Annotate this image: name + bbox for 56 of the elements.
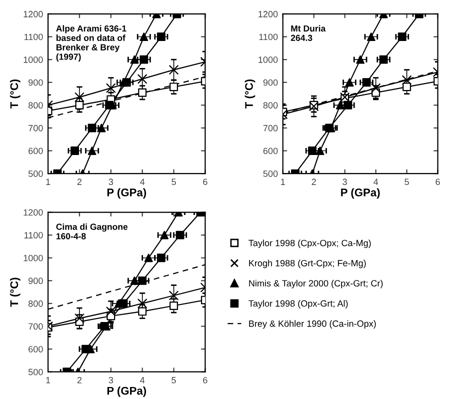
- text: Mt Duria 264.3: [290, 25, 326, 41]
- text: Alpe Arami 636-1 based on data of Brenker & Brey (1997): [56, 25, 126, 62]
- legend-label: Krogh 1988 (Grt-Cpx; Fe-Mg): [249, 260, 366, 268]
- y-tick-label: 900: [28, 278, 43, 284]
- legend-label: Taylor 1998 (Opx-Grt; Al): [248, 300, 348, 308]
- x-tick-label: 5: [172, 377, 176, 384]
- y-tick-label: 1100: [24, 34, 43, 40]
- legend-label: Brey & Köhler 1990 (Ca-in-Opx): [249, 320, 376, 329]
- x-tick-label: 3: [108, 376, 114, 384]
- y-tick-label: 1100: [259, 34, 278, 40]
- y-tick-label: 500: [28, 368, 43, 376]
- legend-label: Taylor 1998 (Cpx-Opx; Ca-Mg): [248, 240, 371, 248]
- y-tick-label: 1000: [24, 56, 43, 63]
- y-tick-label: 1000: [258, 56, 278, 63]
- y-tick-label: 700: [263, 124, 278, 132]
- x-tick-label: 1: [281, 178, 285, 185]
- y-tick-label: 800: [28, 300, 43, 307]
- x-axis-title: P (GPa): [107, 386, 146, 397]
- x-tick-label: 5: [404, 178, 409, 186]
- y-axis-title: T (°C): [10, 278, 20, 307]
- x-tick-label: 2: [77, 178, 82, 185]
- y-tick-label: 900: [263, 79, 278, 86]
- y-tick-label: 700: [28, 124, 43, 132]
- y-tick-label: 1200: [24, 10, 43, 18]
- x-tick-label: 4: [140, 178, 145, 185]
- text: Cima di Gagnone 160-4-8: [56, 223, 128, 240]
- x-axis-title: P (GPa): [107, 188, 146, 199]
- x-tick-label: 1: [46, 178, 50, 185]
- y-axis-title: T (°C): [244, 79, 256, 109]
- x-tick-label: 6: [203, 376, 208, 384]
- y-tick-label: 600: [28, 148, 43, 154]
- x-tick-label: 4: [374, 178, 378, 185]
- x-tick-label: 4: [140, 377, 145, 384]
- y-tick-label: 800: [263, 102, 278, 109]
- y-tick-label: 900: [28, 79, 43, 86]
- y-tick-label: 600: [28, 346, 43, 352]
- y-tick-label: 700: [28, 323, 43, 330]
- y-tick-label: 600: [263, 148, 278, 154]
- y-tick-label: 1200: [24, 209, 43, 216]
- y-tick-label: 500: [263, 170, 278, 177]
- x-tick-label: 6: [436, 178, 440, 186]
- y-tick-label: 1100: [24, 232, 43, 238]
- x-axis-title: P (GPa): [341, 188, 380, 199]
- y-tick-label: 1000: [24, 254, 43, 262]
- y-tick-label: 800: [28, 102, 43, 109]
- x-tick-label: 5: [172, 178, 176, 186]
- x-tick-label: 2: [77, 376, 82, 384]
- x-tick-label: 6: [203, 178, 208, 186]
- x-tick-label: 3: [342, 178, 347, 186]
- y-axis-title: T (°C): [10, 79, 20, 109]
- x-tick-label: 2: [312, 178, 316, 185]
- legend-label: Nimis & Taylor 2000 (Cpx-Grt; Cr): [249, 280, 383, 288]
- x-tick-label: 1: [46, 377, 50, 384]
- x-tick-label: 3: [108, 178, 114, 186]
- y-tick-label: 1200: [258, 10, 278, 18]
- y-tick-label: 500: [28, 170, 43, 177]
